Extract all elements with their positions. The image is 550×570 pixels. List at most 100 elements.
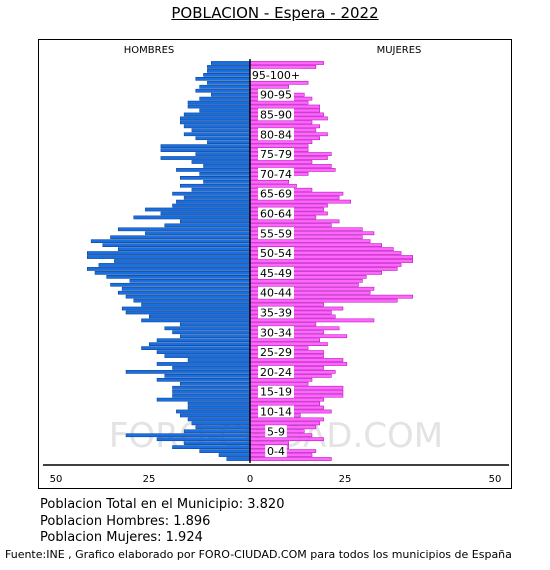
age-label-60-64: 60-64 [260,207,292,220]
source-note: Fuente:INE , Grafico elaborado por FORO-… [5,548,512,561]
age-label-85-90: 85-90 [260,108,292,121]
bar-mujeres-0 [249,457,332,461]
bar-hombres-12 [176,409,251,414]
bar-hombres-58 [118,227,251,232]
population-pyramid: HOMBRESMUJERESFORO-CIUDAD.COM0-45-910-14… [43,45,509,485]
legend-mujeres: MUJERES [377,45,422,56]
bar-hombres-16 [172,393,251,398]
bar-hombres-10 [187,417,251,422]
bar-hombres-6 [125,433,251,438]
bar-hombres-41 [125,294,251,299]
age-label-20-24: 20-24 [260,366,292,379]
bar-hombres-49 [98,263,251,267]
bar-hombres-25 [187,358,251,362]
bar-hombres-81 [195,136,251,141]
bar-hombres-38 [121,306,251,311]
bar-hombres-18 [172,385,251,390]
age-label-65-69: 65-69 [260,188,292,201]
age-label-bg-95-100+ [250,68,302,81]
bar-hombres-4 [183,441,251,446]
bar-hombres-37 [125,310,251,315]
bar-hombres-39 [141,302,251,307]
bar-hombres-0 [226,457,251,461]
age-label-90-95: 90-95 [260,89,292,102]
summary-total: Poblacion Total en el Municipio: 3.820 [40,497,285,512]
bar-hombres-7 [183,429,251,434]
bar-hombres-65 [176,199,251,204]
bar-hombres-97 [203,73,251,77]
bar-hombres-89 [187,104,251,109]
bar-hombres-31 [180,334,251,339]
bar-hombres-90 [187,100,251,105]
bar-hombres-68 [191,187,251,192]
bar-hombres-74 [203,164,251,168]
bar-hombres-20 [156,377,251,382]
bar-hombres-42 [118,290,251,295]
age-label-bg-85-90 [258,108,294,121]
bar-hombres-32 [172,330,251,335]
bar-hombres-73 [176,168,251,172]
bar-hombres-93 [195,88,251,93]
bar-hombres-77 [195,152,251,156]
summary-hombres: Poblacion Hombres: 1.896 [40,514,211,529]
bar-hombres-88 [199,108,251,113]
bar-hombres-2 [199,449,251,453]
bar-hombres-9 [191,421,251,426]
age-label-55-59: 55-59 [260,227,292,240]
age-label-50-54: 50-54 [260,247,292,260]
bar-hombres-70 [203,179,251,184]
summary-mujeres: Poblacion Mujeres: 1.924 [40,530,203,545]
bar-hombres-69 [180,183,251,188]
age-label-40-44: 40-44 [260,287,292,300]
bar-hombres-76 [160,156,251,160]
bar-hombres-83 [191,128,251,133]
bar-hombres-28 [141,346,251,350]
bar-hombres-86 [180,116,251,121]
bar-hombres-51 [87,255,251,259]
bar-hombres-57 [145,231,251,236]
x-tick-3: 25 [339,474,352,485]
bar-hombres-40 [133,298,251,303]
bar-hombres-62 [160,211,251,216]
bar-hombres-35 [141,318,251,323]
bar-hombres-91 [199,96,251,101]
bar-hombres-13 [187,405,251,410]
bar-hombres-36 [149,314,251,319]
bar-hombres-55 [90,239,251,244]
age-label-bg-50-54 [258,247,294,260]
age-label-25-29: 25-29 [260,346,292,359]
bar-hombres-47 [94,271,251,275]
pyramid-frame: HOMBRESMUJERESFORO-CIUDAD.COM0-45-910-14… [38,39,512,489]
bar-hombres-98 [207,69,251,73]
age-label-15-19: 15-19 [260,386,292,399]
bar-hombres-22 [125,370,251,374]
bar-hombres-84 [183,124,251,129]
bar-hombres-34 [180,322,251,327]
bar-hombres-21 [164,374,251,378]
bar-hombres-100+ [211,61,251,65]
bar-hombres-11 [180,413,251,418]
bar-hombres-17 [172,389,251,394]
age-label-10-14: 10-14 [260,405,292,418]
bar-hombres-80 [207,140,251,145]
age-label-bg-15-19 [258,385,294,398]
bar-hombres-43 [121,286,251,291]
age-label-bg-70-74 [258,167,294,180]
bar-hombres-63 [145,207,251,212]
x-tick-0: 50 [50,474,63,485]
age-label-5-9: 5-9 [267,425,285,438]
age-label-0-4: 0-4 [267,445,285,458]
bar-mujeres-5 [249,437,324,442]
bar-hombres-14 [187,401,251,406]
bar-hombres-8 [195,425,251,430]
bar-hombres-30 [156,338,251,343]
bar-hombres-79 [160,144,251,148]
bar-hombres-24 [156,362,251,366]
age-label-bg-10-14 [258,405,294,418]
age-label-35-39: 35-39 [260,306,292,319]
age-label-bg-40-44 [258,286,294,299]
bar-hombres-95 [207,80,251,85]
bar-hombres-67 [172,191,251,196]
bar-hombres-71 [180,176,251,180]
age-label-75-79: 75-79 [260,148,292,161]
